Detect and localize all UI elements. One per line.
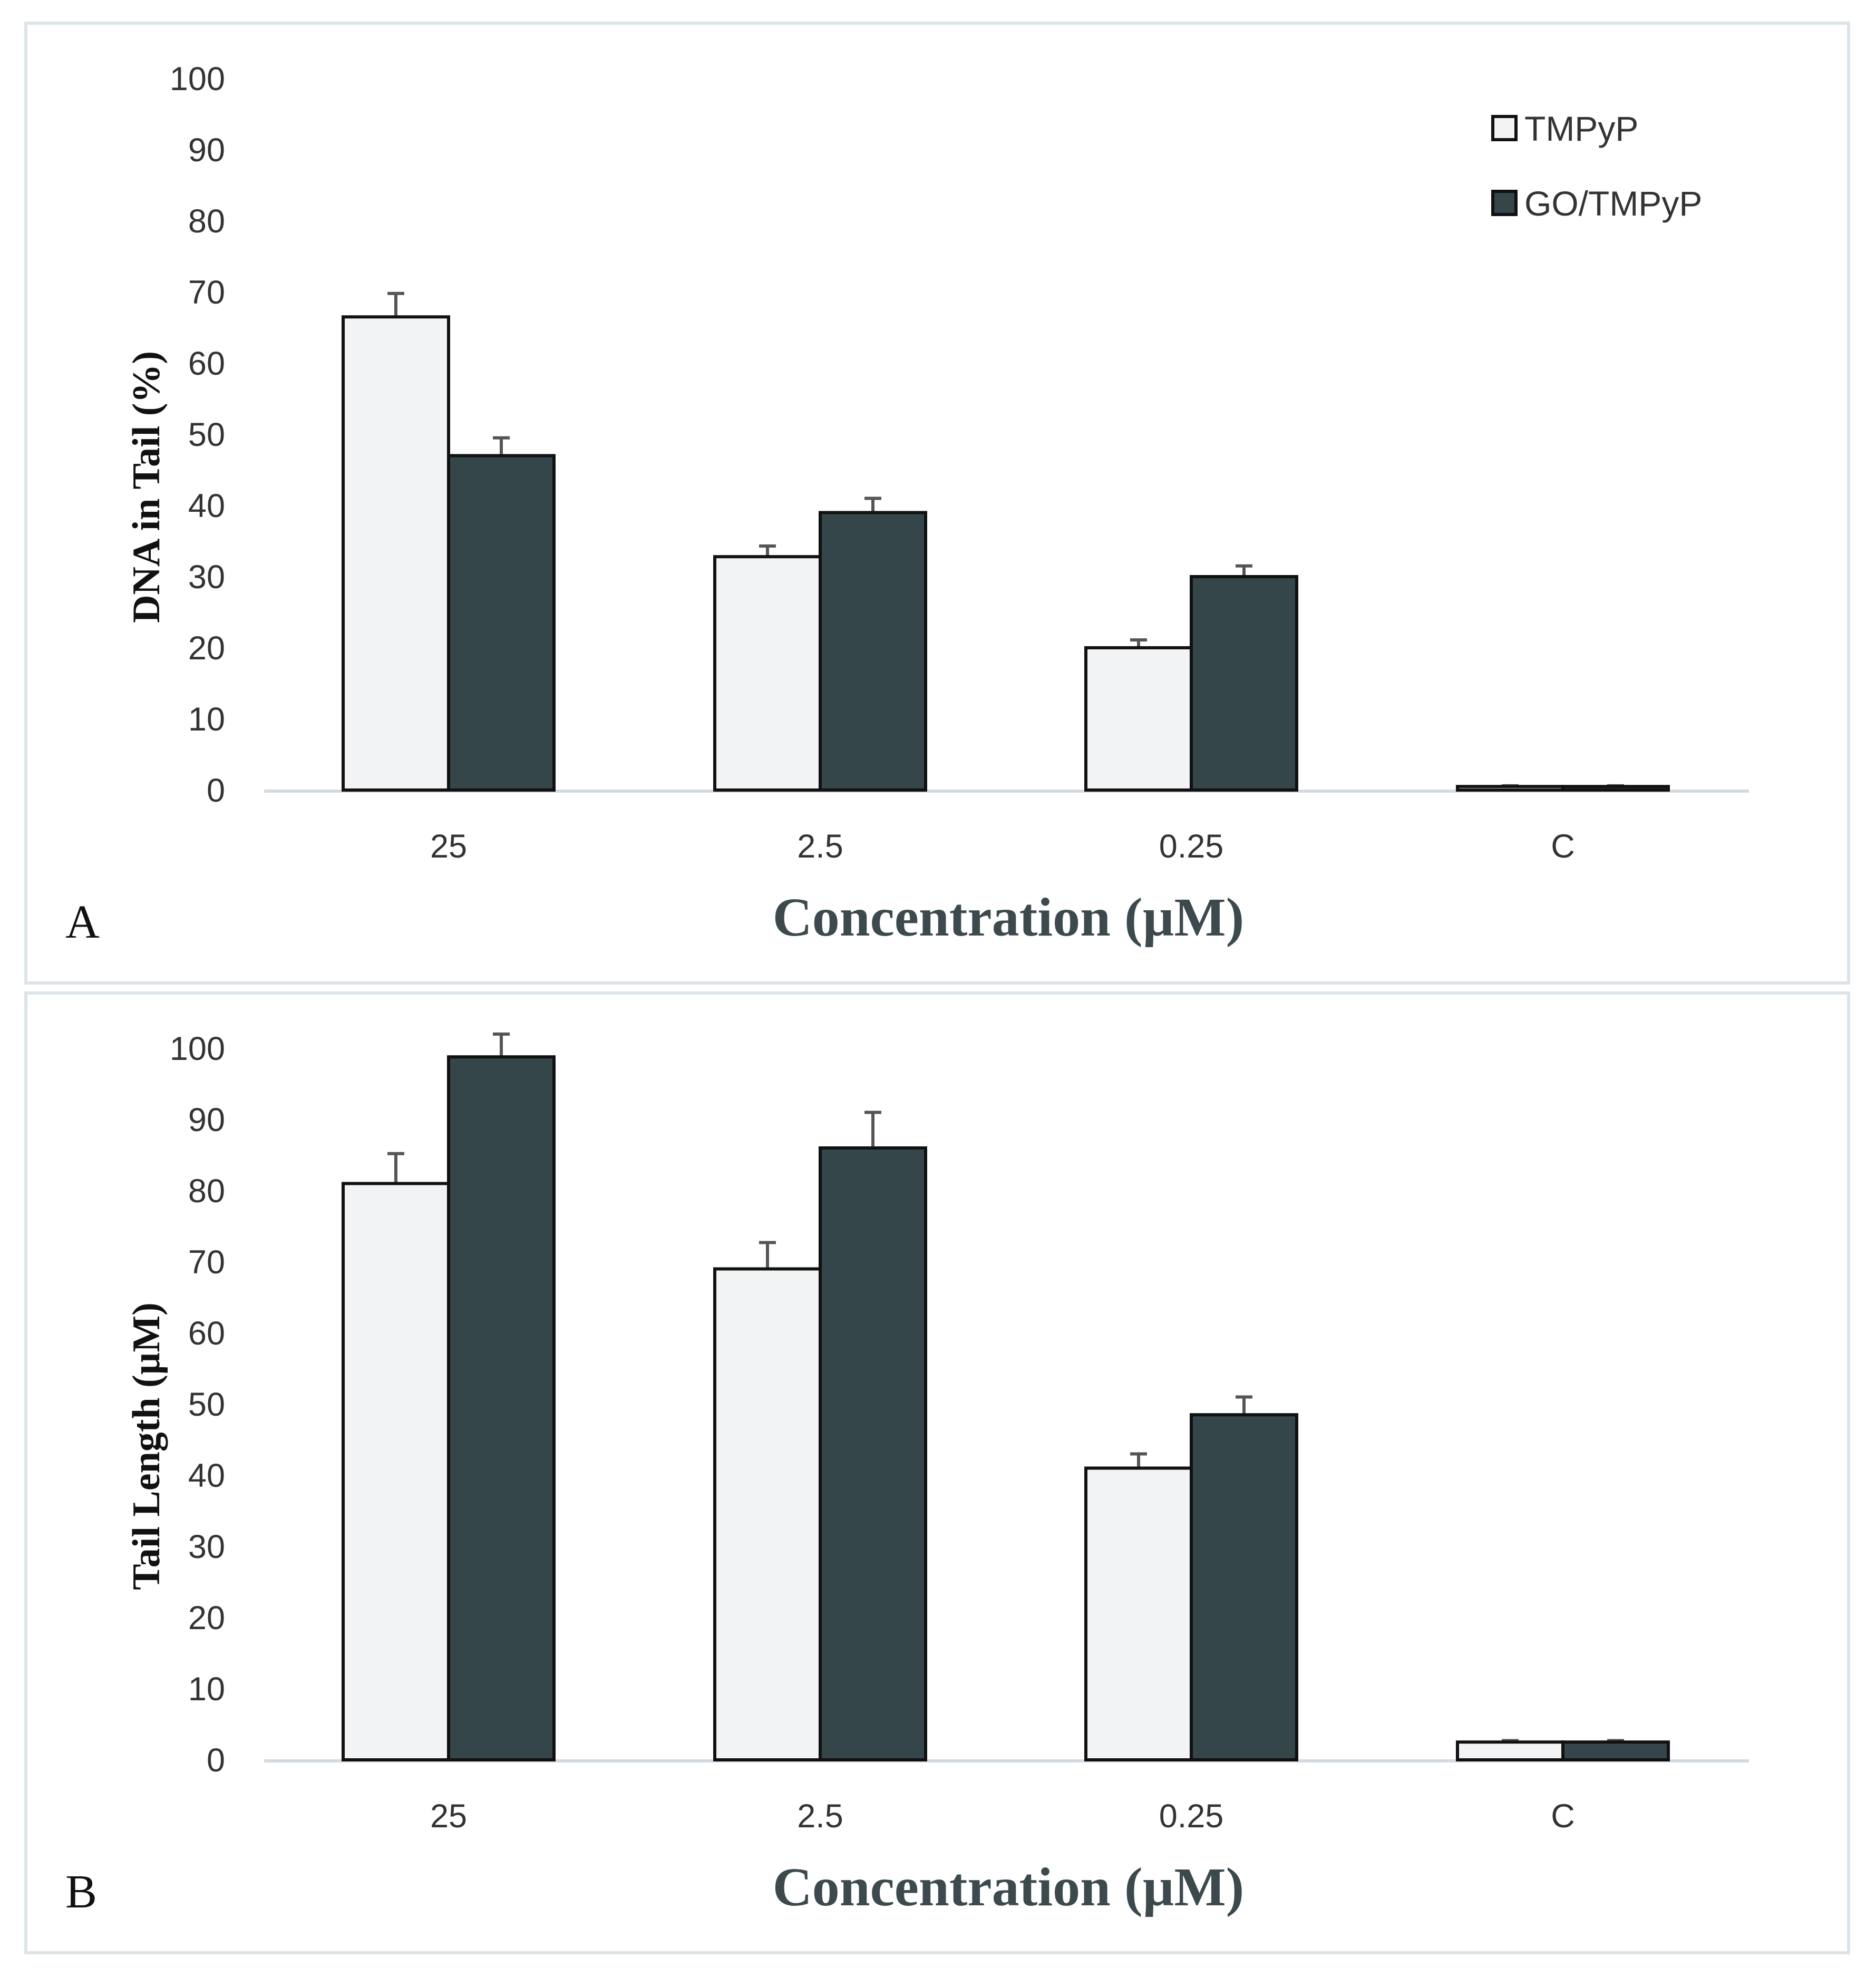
x-tick-label: 0.25 [1159, 1798, 1224, 1835]
y-tick-label: 50 [188, 416, 225, 453]
bar [342, 315, 450, 792]
y-tick-label: 90 [188, 1102, 225, 1138]
y-axis-title: DNA in Tail (%) [125, 351, 168, 623]
legend-swatch [1491, 190, 1518, 216]
panel-label: B [65, 1866, 97, 1918]
bar [447, 454, 556, 792]
x-tick-label: 2.5 [797, 1798, 843, 1835]
y-tick-label: 70 [188, 1244, 225, 1281]
y-tick-label: 70 [188, 274, 225, 311]
y-tick-label: 30 [188, 559, 225, 596]
y-tick-label: 50 [188, 1386, 225, 1423]
y-tick-label: 80 [188, 1173, 225, 1210]
y-tick-label: 100 [170, 61, 225, 98]
bar [819, 1146, 927, 1761]
y-tick-label: 0 [207, 772, 225, 809]
y-tick-label: 0 [207, 1742, 225, 1779]
y-tick-label: 10 [188, 1671, 225, 1708]
bar [1456, 1740, 1564, 1761]
bar [1084, 1466, 1193, 1761]
bar [1561, 785, 1670, 792]
x-tick-label: 25 [430, 828, 467, 865]
y-tick-label: 40 [188, 488, 225, 524]
x-axis-title: Concentration (µM) [773, 887, 1245, 948]
y-axis-title: Tail Length (µM) [125, 1302, 168, 1590]
y-tick-label: 80 [188, 203, 225, 240]
x-tick-label: 2.5 [797, 828, 843, 865]
bar [1190, 575, 1298, 792]
bar [713, 555, 822, 792]
x-tick-label: 0.25 [1159, 828, 1224, 865]
y-tick-label: 20 [188, 1600, 225, 1637]
y-tick-label: 100 [170, 1030, 225, 1067]
y-tick-label: 20 [188, 630, 225, 667]
x-axis-title: Concentration (µM) [773, 1857, 1245, 1917]
bar [713, 1267, 822, 1761]
panel-label: A [65, 896, 100, 948]
bar [1190, 1413, 1298, 1761]
legend-swatch [1491, 115, 1518, 141]
x-tick-label: C [1551, 828, 1575, 865]
panel-b: 0 10 20 30 40 50 60 70 80 90 100 25 2.5 0.25 C Concentr… [24, 991, 1850, 1954]
y-tick-label: 60 [188, 1315, 225, 1352]
panel-a: 0 10 20 30 40 50 60 70 80 90 100 25 2.5 0.25 C Concentr… [24, 22, 1850, 985]
bar [1561, 1740, 1670, 1761]
bar [447, 1055, 556, 1762]
x-tick-label: 25 [430, 1798, 467, 1835]
bar [1456, 785, 1564, 792]
y-tick-label: 30 [188, 1528, 225, 1565]
legend-label: GO/TMPyP [1524, 184, 1702, 223]
y-tick-label: 60 [188, 345, 225, 382]
legend-label: TMPyP [1524, 109, 1638, 148]
bar [819, 511, 927, 792]
x-tick-label: C [1551, 1798, 1575, 1835]
y-tick-label: 40 [188, 1457, 225, 1494]
chart-b: 0 10 20 30 40 50 60 70 80 90 100 25 2.5 0.25 C Concentr… [65, 1030, 1749, 1918]
y-tick-label: 10 [188, 701, 225, 738]
chart-a: 0 10 20 30 40 50 60 70 80 90 100 25 2.5 0.25 C Concentr… [65, 61, 1749, 948]
y-tick-label: 90 [188, 132, 225, 169]
bar [342, 1182, 450, 1761]
bar [1084, 646, 1193, 792]
